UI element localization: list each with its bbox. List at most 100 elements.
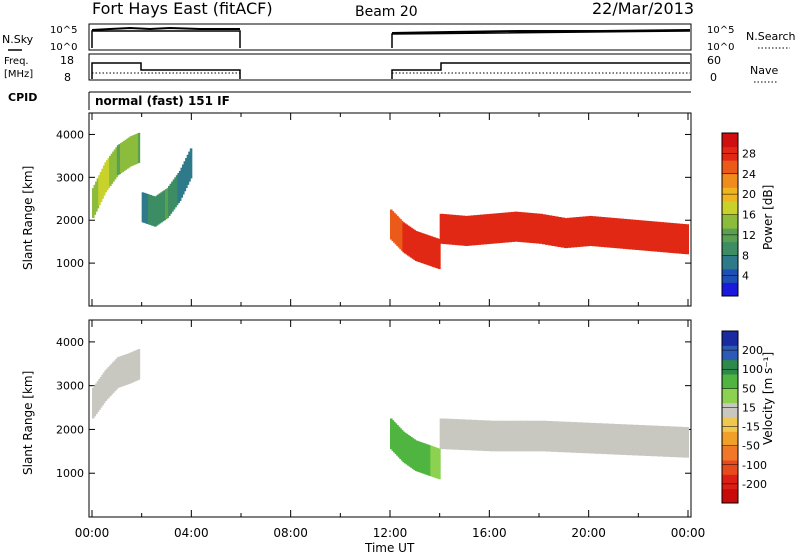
data-block (96, 381, 100, 412)
data-block (123, 140, 126, 171)
colorbar-tick-label: 20 (742, 188, 756, 201)
data-block (610, 217, 615, 248)
data-block (134, 134, 137, 165)
data-block (112, 151, 115, 182)
data-block (416, 231, 419, 262)
data-block (421, 233, 424, 264)
data-block (391, 211, 395, 242)
station-title: Fort Hays East (fitACF) (92, 0, 273, 18)
colorbar-tick-label: -50 (742, 440, 760, 453)
data-block (431, 236, 435, 267)
colorbar-tick-label: 28 (742, 147, 756, 160)
colorbar-segment (722, 388, 738, 404)
data-block (92, 387, 95, 419)
data-block (681, 426, 689, 458)
data-block (435, 447, 438, 479)
y-tick-label: 4000 (56, 128, 84, 141)
data-block (96, 178, 100, 209)
data-block (563, 421, 572, 453)
data-block (127, 353, 131, 385)
data-block (422, 443, 426, 474)
data-block (109, 365, 112, 397)
x-tick-label: 12:00 (373, 526, 408, 540)
data-block (188, 151, 191, 182)
data-block (656, 221, 662, 252)
data-block (570, 217, 575, 248)
data-block (532, 213, 537, 244)
freq-panel (88, 53, 692, 81)
data-block (147, 194, 151, 225)
data-block (155, 195, 159, 226)
data-block (514, 420, 522, 452)
data-block (495, 420, 503, 452)
data-block (548, 215, 553, 246)
data-block (635, 219, 640, 250)
data-block (425, 234, 429, 265)
velocity-colorbar-label: Velocity [m s⁻¹] (761, 352, 775, 445)
data-block (402, 222, 405, 253)
data-block (461, 215, 466, 246)
data-block (433, 446, 437, 478)
data-block (601, 423, 609, 455)
data-block (458, 419, 466, 450)
data-block (428, 445, 432, 476)
data-block (101, 374, 104, 406)
data-block (438, 238, 441, 270)
data-block (136, 349, 139, 381)
data-block (121, 141, 125, 172)
data-block (124, 139, 128, 170)
data-block (588, 215, 593, 246)
data-block (455, 215, 460, 246)
data-block (489, 213, 494, 244)
data-block (545, 214, 550, 245)
data-block (632, 219, 637, 250)
data-block (152, 196, 156, 227)
data-block (427, 235, 430, 266)
data-block (175, 175, 179, 206)
data-block (430, 236, 433, 267)
colorbar-segment (722, 214, 738, 229)
data-block (178, 170, 182, 201)
data-block (185, 158, 188, 189)
data-block (594, 423, 603, 454)
data-block (99, 376, 103, 408)
data-block (666, 222, 671, 253)
data-block (115, 358, 118, 390)
data-block (403, 432, 407, 464)
data-block (144, 193, 148, 224)
colorbar-tick-label: 200 (742, 344, 763, 357)
data-block (436, 238, 440, 269)
data-block (433, 237, 437, 268)
nsky-trace-1 (91, 30, 241, 48)
data-block (622, 218, 627, 249)
data-block (594, 216, 599, 247)
data-block (95, 181, 98, 212)
data-block (393, 212, 396, 243)
colorbar-segment (722, 474, 738, 490)
data-block (116, 357, 120, 388)
colorbar-tick-label: -15 (742, 421, 760, 434)
data-block (632, 424, 640, 456)
colorbar-tick-label: 24 (742, 168, 756, 181)
data-block (150, 195, 154, 226)
data-block (467, 215, 472, 246)
nsearch-label: N.Search (746, 30, 796, 43)
data-block (93, 184, 97, 215)
data-block (604, 217, 609, 248)
data-block (619, 218, 624, 249)
data-block (118, 144, 121, 175)
data-block (119, 143, 123, 174)
colorbar-segment (722, 241, 738, 256)
data-block (529, 212, 534, 244)
data-block (393, 421, 396, 453)
data-block (109, 155, 112, 186)
data-block (551, 215, 556, 246)
data-block (535, 213, 540, 244)
data-block (439, 213, 444, 244)
data-block (539, 420, 547, 452)
data-block (171, 181, 174, 212)
data-block (613, 423, 621, 455)
data-block (399, 428, 402, 459)
freq-label-1: Freq. (4, 56, 29, 67)
data-block (439, 418, 447, 450)
